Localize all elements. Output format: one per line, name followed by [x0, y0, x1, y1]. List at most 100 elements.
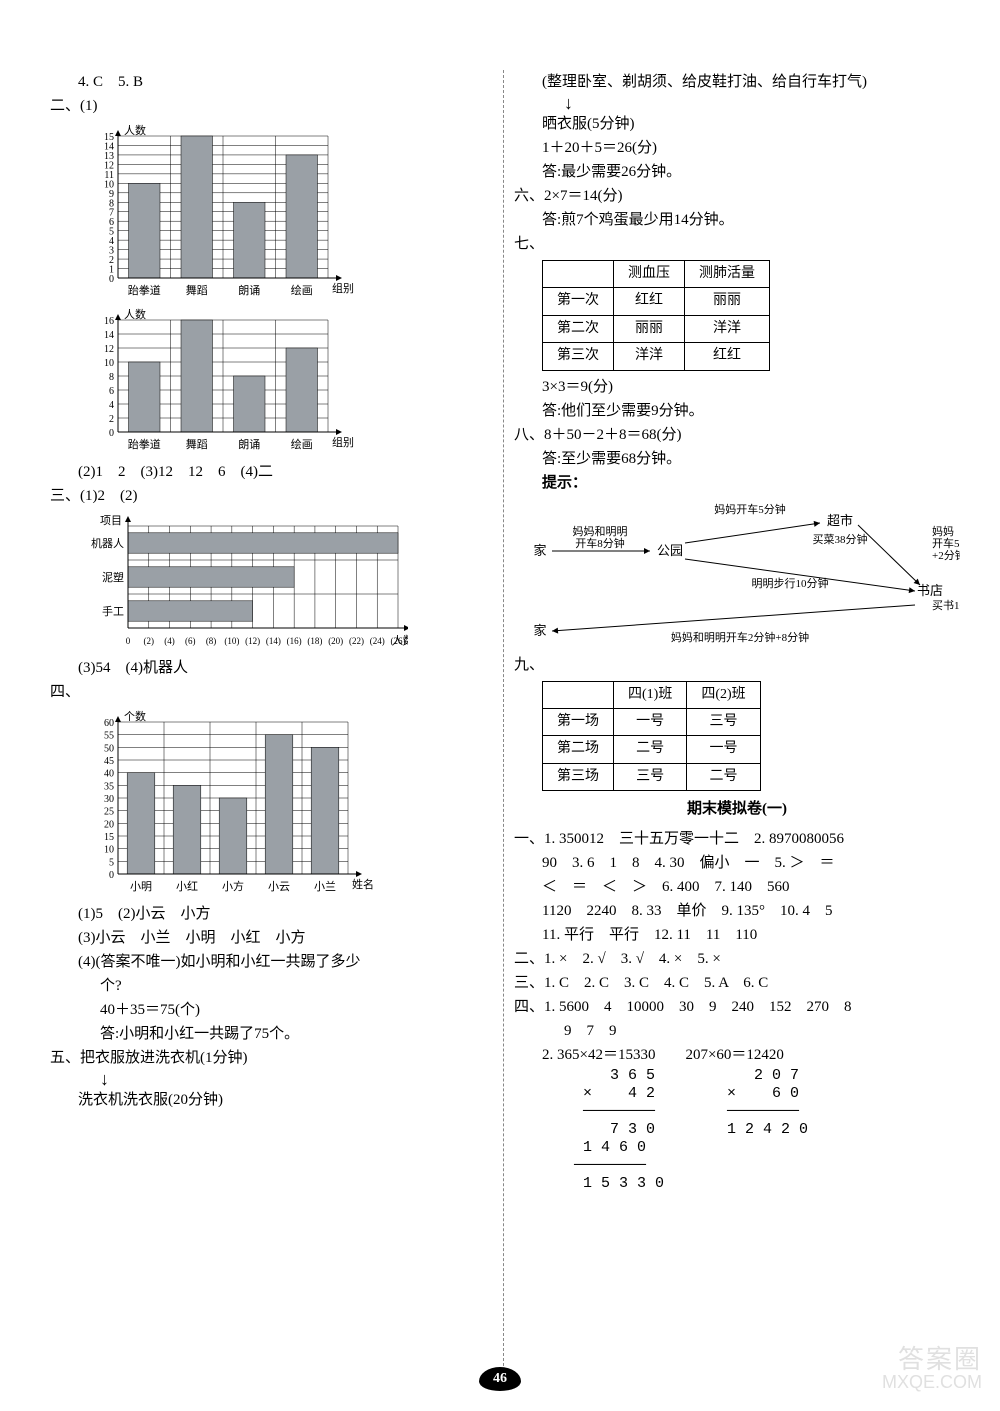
svg-text:13: 13 — [104, 151, 114, 162]
svg-text:个数: 个数 — [124, 710, 146, 723]
ex1b: 90 3. 6 1 8 4. 30 偏小 一 5. ＞ ＝ — [514, 851, 960, 875]
ans-4e: 答:小明和小红一共踢了75个。 — [50, 1022, 493, 1046]
section-6-1: 六、2×7＝14(分) — [514, 184, 960, 208]
section-5-line2: 洗衣机洗衣服(20分钟) — [50, 1088, 493, 1112]
table-header: 四(1)班 — [614, 681, 687, 708]
ans-7b: 答:他们至少需要9分钟。 — [514, 399, 960, 423]
svg-text:家: 家 — [533, 543, 546, 558]
answers-2-2: (2)1 2 (3)12 12 6 (4)二 — [50, 460, 493, 484]
table-cell: 第二场 — [543, 736, 614, 763]
svg-text:8: 8 — [109, 372, 114, 383]
ans-4d: 40＋35＝75(个) — [50, 998, 493, 1022]
table-header: 测肺活量 — [685, 261, 770, 288]
svg-text:25: 25 — [104, 807, 114, 818]
table-cell: 第三场 — [543, 763, 614, 790]
svg-text:人数: 人数 — [124, 308, 146, 321]
svg-text:舞蹈: 舞蹈 — [186, 438, 208, 451]
svg-text:姓名: 姓名 — [352, 877, 374, 891]
ex1c: ＜ ＝ ＜ ＞ 6. 400 7. 140 560 — [514, 875, 960, 899]
svg-text:10: 10 — [104, 358, 114, 369]
ans-4b: (3)小云 小兰 小明 小红 小方 — [50, 926, 493, 950]
ans-7a: 3×3＝9(分) — [514, 375, 960, 399]
svg-text:小兰: 小兰 — [314, 880, 336, 893]
svg-text:人数: 人数 — [392, 634, 408, 647]
svg-text:10: 10 — [104, 179, 114, 190]
svg-text:(4): (4) — [164, 636, 175, 646]
table-cell: 红红 — [685, 343, 770, 370]
svg-text:(2): (2) — [144, 636, 155, 646]
svg-text:跆拳道: 跆拳道 — [128, 437, 161, 451]
ex1a: 一、1. 350012 三十五万零一十二 2. 8970080056 — [514, 827, 960, 851]
table-cell: 第一场 — [543, 708, 614, 735]
svg-text:组别: 组别 — [332, 435, 354, 449]
table-header: 四(2)班 — [687, 681, 760, 708]
table-cell: 二号 — [614, 736, 687, 763]
ex1d: 1120 2240 8. 33 单价 9. 135° 10. 4 5 — [514, 899, 960, 923]
table-cell: 丽丽 — [614, 315, 685, 342]
svg-text:15: 15 — [104, 132, 114, 143]
arrow-down-icon: ↓ — [564, 94, 960, 112]
svg-text:书店: 书店 — [917, 583, 943, 598]
svg-text:8: 8 — [109, 198, 114, 209]
svg-text:项目: 项目 — [100, 514, 122, 527]
table-cell: 第二次 — [543, 315, 614, 342]
svg-text:明明步行10分钟: 明明步行10分钟 — [752, 576, 829, 590]
table-cell: 一号 — [687, 736, 760, 763]
svg-text:45: 45 — [104, 756, 114, 767]
svg-text:妈妈: 妈妈 — [932, 524, 954, 538]
svg-text:+2分钟: +2分钟 — [932, 548, 960, 562]
svg-text:(10): (10) — [224, 636, 239, 646]
table-9: 四(1)班四(2)班第一场一号三号第二场二号一号第三场三号二号 — [542, 681, 761, 792]
svg-text:11: 11 — [104, 170, 114, 181]
svg-text:小明: 小明 — [130, 880, 152, 893]
svg-text:舞蹈: 舞蹈 — [186, 284, 208, 297]
svg-text:14: 14 — [104, 330, 114, 341]
svg-text:妈妈和明明开车2分钟+8分钟: 妈妈和明明开车2分钟+8分钟 — [671, 630, 809, 644]
answers-3b: (3)54 (4)机器人 — [50, 656, 493, 680]
page-number: 46 — [479, 1367, 521, 1391]
svg-text:(22): (22) — [349, 636, 364, 646]
section-8-3: 提示： — [514, 471, 960, 495]
svg-text:12: 12 — [104, 160, 114, 171]
svg-text:家: 家 — [533, 623, 546, 638]
svg-text:0: 0 — [109, 274, 114, 285]
svg-text:朗诵: 朗诵 — [238, 284, 260, 297]
svg-text:2: 2 — [109, 414, 114, 425]
svg-text:12: 12 — [104, 344, 114, 355]
arrow-down-icon: ↓ — [100, 1070, 493, 1088]
r1: (整理卧室、剃胡须、给皮鞋打油、给自行车打气) — [514, 70, 960, 94]
r2: 晒衣服(5分钟) — [514, 112, 960, 136]
svg-text:绘画: 绘画 — [291, 437, 313, 451]
svg-text:(20): (20) — [328, 636, 343, 646]
svg-text:(8): (8) — [206, 636, 217, 646]
section-6-2: 答:煎7个鸡蛋最少用14分钟。 — [514, 208, 960, 232]
left-column: 4. C 5. B 二、(1) 0123456789101112131415跆拳… — [40, 70, 504, 1371]
svg-text:0: 0 — [126, 636, 131, 646]
table-7: 测血压测肺活量第一次红红丽丽第二次丽丽洋洋第三次洋洋红红 — [542, 260, 770, 371]
table-row: 第三场三号二号 — [543, 763, 761, 790]
svg-text:手工: 手工 — [102, 604, 124, 618]
answers-4-5: 4. C 5. B — [50, 70, 493, 94]
table-cell: 二号 — [687, 763, 760, 790]
table-cell: 洋洋 — [685, 315, 770, 342]
watermark: 答案圈 MXQE.COM — [882, 1345, 982, 1393]
table-cell: 洋洋 — [614, 343, 685, 370]
svg-text:(18): (18) — [307, 636, 322, 646]
long-multiplication: 3 6 5 2 0 7 × 4 2 × 6 0 ──────── ───────… — [574, 1067, 960, 1193]
section-4-label: 四、 — [50, 680, 493, 704]
section-8-1: 八、8＋50－2＋8＝68(分) — [514, 423, 960, 447]
table-cell: 第一次 — [543, 288, 614, 315]
svg-text:机器人: 机器人 — [91, 536, 124, 550]
svg-text:6: 6 — [109, 217, 114, 228]
svg-text:16: 16 — [104, 316, 114, 327]
svg-text:小云: 小云 — [268, 880, 290, 893]
svg-text:人数: 人数 — [124, 124, 146, 137]
ans-4c: (4)(答案不唯一)如小明和小红一共踢了多少 — [50, 950, 493, 974]
chart-2-vertical-bar: 0246810121416跆拳道舞蹈朗诵绘画人数组别 — [78, 306, 493, 456]
sec2-text: 二、(1) — [50, 98, 98, 114]
svg-text:30: 30 — [104, 794, 114, 805]
svg-text:4: 4 — [109, 400, 114, 411]
svg-text:小方: 小方 — [222, 879, 244, 893]
section-7-label: 七、 — [514, 236, 544, 252]
ex3: 三、1. C 2. C 3. C 4. C 5. A 6. C — [514, 971, 960, 995]
